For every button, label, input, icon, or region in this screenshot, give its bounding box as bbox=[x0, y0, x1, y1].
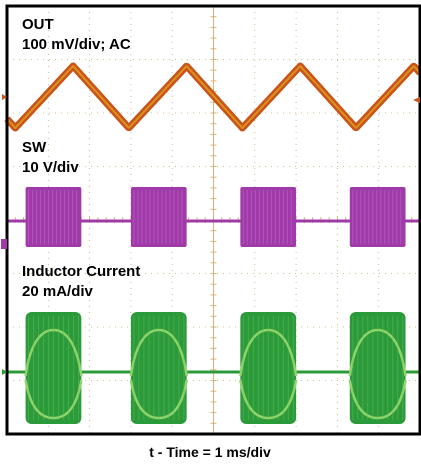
inductor-current-envelope bbox=[24, 328, 83, 420]
inductor-current-channel-marker bbox=[2, 369, 7, 375]
inductor-current-envelope bbox=[348, 328, 407, 420]
traces bbox=[4, 62, 421, 424]
x-axis-label: t - Time = 1 ms/div bbox=[149, 444, 271, 460]
sw-burst bbox=[130, 187, 187, 247]
inductor-current-burst bbox=[25, 312, 82, 424]
sw-channel-name: SW bbox=[22, 139, 47, 156]
channel-markers bbox=[1, 94, 420, 375]
inductor-current-channel-scale: 20 mA/div bbox=[22, 283, 94, 300]
inductor-current-burst bbox=[240, 312, 297, 424]
out-trace-highlight bbox=[6, 65, 421, 129]
sw-burst bbox=[349, 187, 406, 247]
out-channel-name: OUT bbox=[22, 16, 54, 33]
sw-channel-scale: 10 V/div bbox=[22, 159, 79, 176]
inductor-current-envelope bbox=[239, 328, 298, 420]
plot-frame bbox=[5, 4, 421, 436]
out-channel-scale: 100 mV/div; AC bbox=[22, 36, 131, 53]
out-trigger-marker bbox=[413, 97, 420, 103]
sw-burst bbox=[240, 187, 297, 247]
inductor-current-burst bbox=[130, 312, 187, 424]
sw-burst bbox=[25, 187, 82, 247]
inductor-current-channel-name: Inductor Current bbox=[22, 263, 140, 280]
inductor-current-envelope bbox=[129, 328, 188, 420]
sw-channel-marker bbox=[1, 239, 7, 249]
inductor-current-burst bbox=[349, 312, 406, 424]
out-channel-marker bbox=[2, 94, 7, 100]
